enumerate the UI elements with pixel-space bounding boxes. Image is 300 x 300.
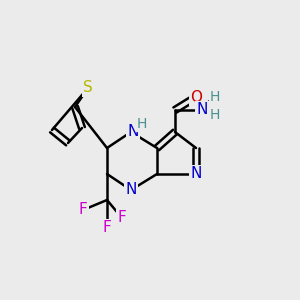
Text: N: N — [196, 103, 208, 118]
Text: S: S — [83, 80, 93, 95]
Text: H: H — [210, 90, 220, 104]
Text: O: O — [190, 89, 202, 104]
Text: N: N — [190, 167, 202, 182]
Text: F: F — [118, 211, 126, 226]
Text: F: F — [79, 202, 87, 217]
Text: H: H — [210, 108, 220, 122]
Text: F: F — [103, 220, 111, 236]
Text: N: N — [125, 182, 137, 197]
Text: H: H — [137, 117, 147, 131]
Text: N: N — [127, 124, 139, 140]
